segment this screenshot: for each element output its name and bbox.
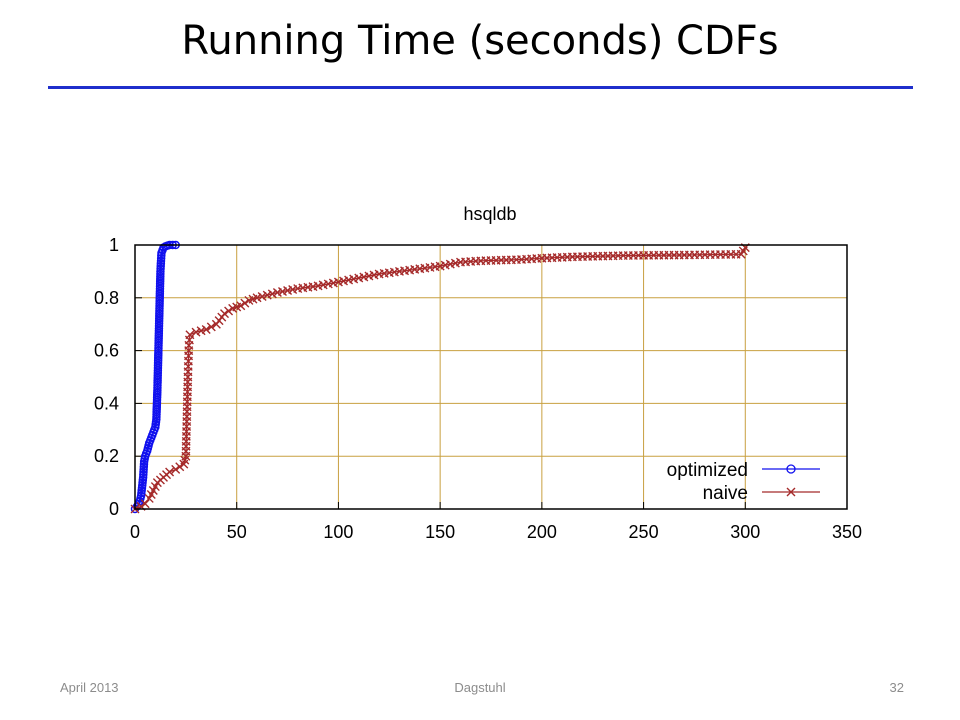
title-underline	[48, 86, 913, 89]
x-tick-label: 50	[227, 522, 247, 542]
footer-date: April 2013	[60, 680, 119, 695]
naive-point	[165, 467, 175, 477]
naive-point	[175, 462, 185, 472]
y-tick-label: 1	[109, 235, 119, 255]
optimized-point	[157, 251, 166, 260]
legend-marker-optimized	[786, 464, 796, 474]
series-naive	[130, 243, 750, 514]
legend-label-optimized: optimized	[667, 460, 748, 481]
y-tick-label: 0.6	[94, 341, 119, 361]
optimized-point	[156, 259, 166, 268]
axis-ticks: 0 50 100 150 200 250 300 350 0 0.2 0.4 0.6 0.8 1	[94, 235, 862, 542]
x-tick-label: 350	[832, 522, 862, 542]
plot-frame	[134, 244, 848, 510]
x-tick-label: 250	[629, 522, 659, 542]
naive-point	[267, 289, 277, 299]
optimized-point	[156, 253, 166, 263]
naive-point	[240, 298, 250, 308]
naive-point	[206, 322, 216, 332]
naive-point	[185, 330, 195, 340]
x-tick-label: 150	[425, 522, 455, 542]
naive-point	[262, 290, 272, 300]
y-tick-label: 0.8	[94, 288, 119, 308]
legend-label-naive: naive	[703, 483, 748, 504]
footer-venue: Dagstuhl	[454, 680, 506, 695]
naive-point	[171, 464, 181, 474]
optimized-point	[156, 267, 165, 276]
naive-point	[257, 291, 267, 301]
naive-point	[220, 309, 230, 319]
series-optimized	[130, 240, 180, 514]
legend-marker-naive	[786, 487, 796, 497]
x-tick-label: 300	[730, 522, 760, 542]
y-tick-label: 0	[109, 499, 119, 519]
naive-point	[196, 326, 206, 336]
naive-point	[252, 293, 262, 303]
chart-title: hsqldb	[463, 204, 516, 224]
naive-point	[236, 301, 246, 311]
footer-page-number: 32	[889, 680, 904, 695]
naive-point	[191, 327, 201, 337]
series-layer	[130, 240, 750, 514]
x-tick-label: 200	[527, 522, 557, 542]
naive-point	[140, 499, 150, 509]
slide-title: Running Time (seconds) CDFs	[181, 18, 779, 64]
optimized-point	[156, 256, 166, 266]
optimized-point	[156, 264, 165, 274]
naive-point	[224, 306, 234, 316]
y-tick-label: 0.4	[94, 393, 119, 413]
naive-point	[201, 324, 211, 334]
x-tick-label: 0	[130, 522, 140, 542]
optimized-point	[156, 261, 165, 271]
y-tick-label: 0.2	[94, 446, 119, 466]
x-tick-label: 100	[323, 522, 353, 542]
